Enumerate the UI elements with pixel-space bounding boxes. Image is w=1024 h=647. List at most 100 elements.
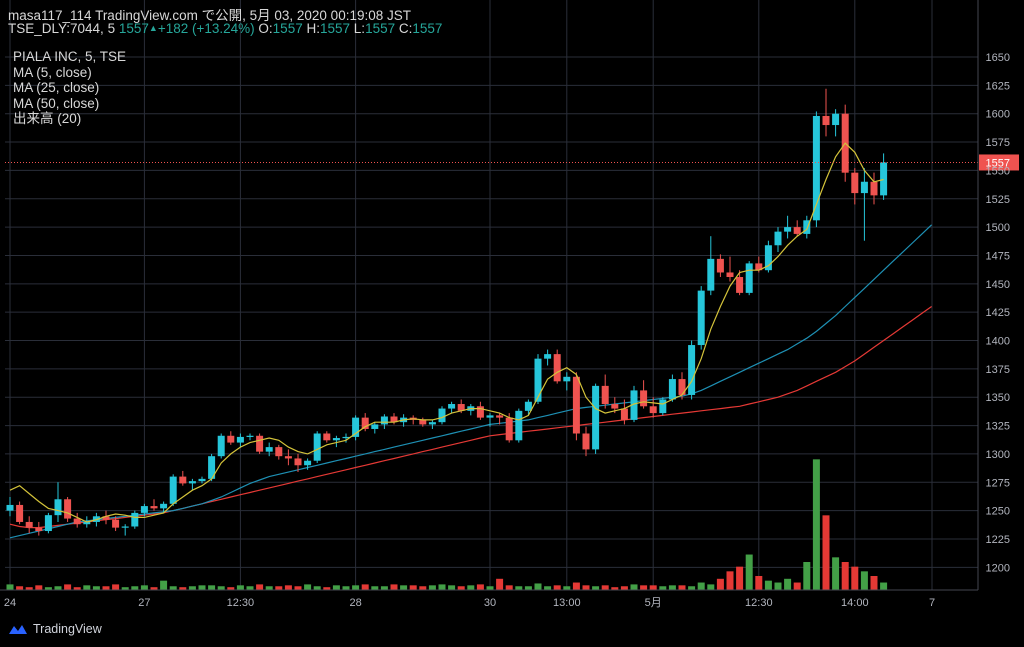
candle-body (515, 410, 523, 441)
candle-body (544, 354, 552, 359)
price-tick-label: 1525 (986, 194, 1010, 206)
price-tick-label: 1325 (986, 421, 1010, 433)
volume-bars (6, 459, 888, 590)
indicator-legend: PIALA INC, 5, TSE MA (5, close) MA (25, … (13, 49, 126, 127)
legend-ma50[interactable]: MA (50, close) (13, 95, 100, 111)
price-tick-label: 1350 (986, 392, 1010, 404)
last-price-label: 1557 (986, 157, 1010, 169)
candle-body (179, 476, 187, 484)
price-tick-label: 1375 (986, 364, 1010, 376)
volume-bar (755, 576, 763, 590)
volume-bar (505, 585, 513, 590)
last-price-value: 1557 (118, 21, 149, 36)
volume-bar (73, 587, 81, 590)
candle-body (169, 476, 177, 504)
volume-bar (774, 582, 782, 590)
candle-body (486, 415, 494, 418)
candle-body (208, 456, 216, 479)
volume-bar (736, 566, 744, 590)
open-label: O: (258, 21, 273, 36)
candle-body (131, 512, 139, 527)
price-tick-label: 1200 (986, 562, 1010, 574)
volume-bar (92, 586, 100, 590)
candle-body (342, 436, 350, 439)
candle-body (697, 290, 705, 346)
volume-bar (515, 586, 523, 590)
symbol-info: TSE_DLY:7044, 5 1557▲+182 (+13.24%) O:15… (8, 21, 442, 36)
volume-bar (841, 562, 849, 590)
volume-bar (784, 578, 792, 590)
candle-body (726, 272, 734, 278)
candle-body (505, 417, 513, 441)
candle-body (764, 245, 772, 271)
candle-body (284, 456, 292, 459)
candle-body (870, 181, 878, 196)
legend-ma25[interactable]: MA (25, close) (13, 80, 100, 95)
volume-bar (745, 554, 753, 590)
volume-bar (16, 586, 24, 590)
low-value: 1557 (365, 21, 396, 36)
candle-body (294, 458, 302, 466)
volume-bar (265, 586, 273, 590)
volume-bar (284, 585, 292, 590)
legend-ma5[interactable]: MA (5, close) (13, 64, 92, 80)
volume-bar (361, 584, 369, 590)
volume-bar (476, 584, 484, 590)
candle-body (313, 433, 321, 461)
candle-body (745, 263, 753, 293)
candle-body (390, 416, 398, 423)
price-tick-label: 1550 (986, 165, 1010, 177)
volume-bar (371, 586, 379, 590)
ma25-polyline (9, 224, 933, 539)
candle-body (64, 499, 72, 519)
time-tick-label: 30 (484, 597, 496, 609)
volume-bar (179, 587, 187, 590)
volume-bar (601, 585, 609, 590)
volume-bar (534, 583, 542, 590)
volume-bar (649, 585, 657, 590)
candle-body (44, 515, 52, 532)
time-axis: 24 27 12:30 28 30 13:00 5月 12:30 14:00 7 (0, 589, 978, 609)
low-label: L: (353, 21, 366, 36)
candle-body (736, 277, 744, 293)
open-value: 1557 (272, 21, 303, 36)
time-tick-label: 12:30 (227, 597, 255, 609)
volume-bar (467, 585, 475, 590)
legend-volume[interactable]: 出来高 (20) (13, 111, 82, 126)
candle-body (601, 385, 609, 405)
volume-bar (217, 586, 225, 590)
candle-body (371, 424, 379, 429)
candle-body (620, 408, 628, 420)
volume-bar (275, 586, 283, 590)
volume-bar (35, 585, 43, 590)
volume-bar (294, 586, 302, 590)
volume-bar (208, 585, 216, 590)
volume-bar (764, 580, 772, 590)
candle-body (640, 390, 648, 407)
candle-body (265, 447, 273, 452)
price-tick-label: 1425 (986, 307, 1010, 319)
price-tick-label: 1300 (986, 449, 1010, 461)
candle-body (774, 231, 782, 246)
time-tick-label: 13:00 (553, 597, 581, 609)
volume-bar (803, 562, 811, 590)
volume-bar (188, 586, 196, 590)
volume-bar (390, 584, 398, 590)
ma50-line (9, 306, 932, 529)
price-tick-label: 1600 (986, 109, 1010, 121)
candle-body (688, 345, 696, 395)
candle-body (16, 504, 24, 522)
candle-body (793, 227, 801, 234)
volume-bar (342, 586, 350, 590)
last-price-line: 1557 (5, 154, 1019, 171)
legend-title[interactable]: PIALA INC, 5, TSE (13, 49, 127, 64)
tradingview-brand[interactable]: TradingView (8, 622, 102, 636)
price-tick-label: 1650 (986, 52, 1010, 64)
price-axis: 1200 1225 1250 1275 1300 1325 1350 1375 1400 1425… (977, 0, 1010, 590)
brand-name: TradingView (33, 622, 102, 636)
price-tick-label: 1575 (986, 137, 1010, 149)
volume-bar (524, 586, 532, 590)
volume-bar (611, 587, 619, 590)
volume-bar (553, 585, 561, 590)
